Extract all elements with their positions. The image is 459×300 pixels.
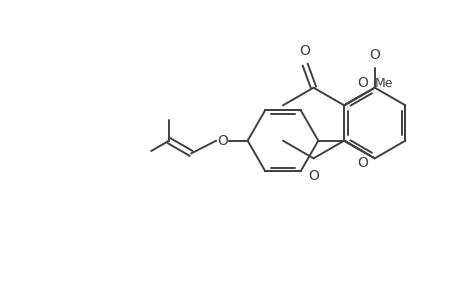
Text: O: O bbox=[357, 76, 368, 90]
Text: O: O bbox=[217, 134, 228, 148]
Text: O: O bbox=[308, 169, 318, 183]
Text: Me: Me bbox=[374, 76, 392, 90]
Text: O: O bbox=[357, 156, 368, 170]
Text: O: O bbox=[369, 48, 380, 62]
Text: O: O bbox=[299, 44, 310, 58]
